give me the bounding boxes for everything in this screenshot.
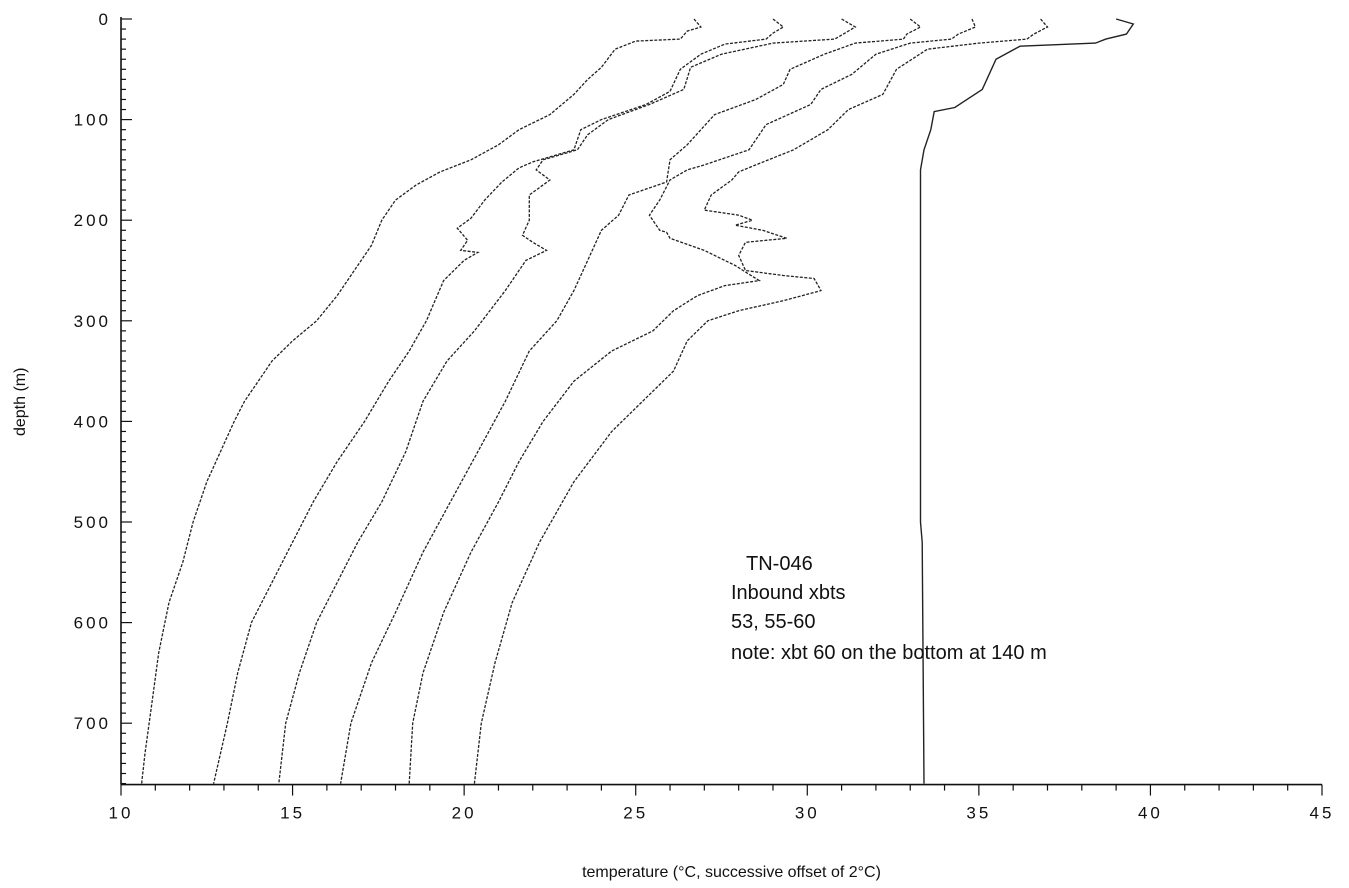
- x-tick-label: 30: [795, 804, 820, 823]
- annotation-cruise: TN-046: [746, 553, 813, 575]
- axes: 0 100 200 300 400 500 600 700 10 15 20 25 30 35 40 45: [74, 10, 1335, 823]
- profile-line-3: [278, 18, 857, 784]
- y-tick-label: 700: [74, 714, 111, 733]
- x-tick-label: 40: [1138, 804, 1163, 823]
- x-tick-label: 35: [966, 804, 991, 823]
- x-tick-label: 45: [1310, 804, 1335, 823]
- profile-line-6: [473, 18, 1049, 784]
- annotation-block: TN-046 Inbound xbts 53, 55-60 note: xbt …: [731, 553, 1047, 664]
- y-tick-label: 0: [99, 10, 111, 29]
- annotation-title: Inbound xbts: [731, 582, 846, 604]
- y-tick-label: 400: [74, 412, 111, 431]
- annotation-note: note: xbt 60 on the bottom at 140 m: [731, 642, 1047, 664]
- profile-line-4: [339, 18, 922, 784]
- y-tick-label: 600: [74, 614, 111, 633]
- profile-line-5: [408, 18, 977, 784]
- x-axis-title: temperature (°C, successive offset of 2°…: [582, 864, 881, 881]
- series-group: [140, 18, 1135, 784]
- x-tick-label: 15: [280, 804, 305, 823]
- y-tick-label: 500: [74, 513, 111, 532]
- profile-line-1: [140, 18, 703, 784]
- y-tick-label: 100: [74, 111, 111, 130]
- annotation-xbt-numbers: 53, 55-60: [731, 611, 816, 633]
- y-tick-label: 300: [74, 312, 111, 331]
- y-tick-label: 200: [74, 211, 111, 230]
- y-axis-title: depth (m): [12, 368, 29, 436]
- x-tick-label: 25: [623, 804, 648, 823]
- x-tick-label: 20: [452, 804, 477, 823]
- profile-line-2: [212, 18, 785, 784]
- x-tick-label: 10: [109, 804, 134, 823]
- profile-line-7: [919, 18, 1135, 784]
